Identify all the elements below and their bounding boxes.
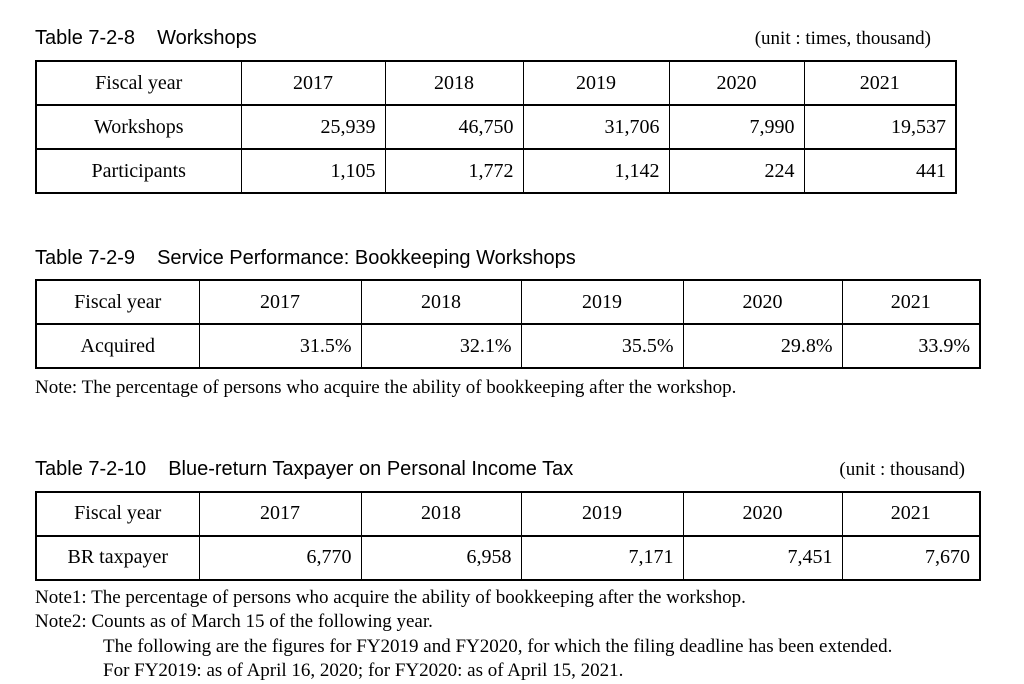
note-line: The following are the figures for FY2019… [103, 635, 893, 657]
table-row: Participants 1,105 1,772 1,142 224 441 [35, 148, 957, 194]
notes-block: Note1: The percentage of persons who acq… [35, 586, 1024, 684]
col-header-cell: 2019 [522, 60, 670, 106]
col-header-cell: Fiscal year [35, 490, 200, 537]
col-header-cell: 2018 [384, 60, 524, 106]
table-number-label: Table 7-2-9 [35, 247, 136, 269]
col-header-cell: 2020 [668, 60, 805, 106]
value-cell: 19,537 [803, 104, 957, 150]
table-row: Acquired 31.5% 32.1% 35.5% 29.8% 33.9% [35, 323, 981, 369]
table-header-row: Fiscal year 2017 2018 2019 2020 2021 [35, 490, 981, 537]
table-block-bookkeeping: Table 7-2-9 Service Performance: Bookkee… [35, 246, 1024, 401]
bookkeeping-table: Fiscal year 2017 2018 2019 2020 2021 Acq… [35, 279, 981, 369]
table-title: Workshops [157, 27, 257, 49]
col-header-cell: 2018 [360, 279, 522, 325]
value-cell: 35.5% [520, 323, 684, 369]
value-cell: 6,958 [360, 534, 522, 581]
table-block-workshops: Table 7-2-8 Workshops (unit : times, tho… [35, 26, 1024, 194]
note-line: Note1: The percentage of persons who acq… [35, 586, 746, 608]
col-header-cell: 2017 [198, 279, 362, 325]
col-header-cell: 2017 [240, 60, 386, 106]
value-cell: 7,171 [520, 534, 684, 581]
table-caption: Table 7-2-10 Blue-return Taxpayer on Per… [35, 457, 981, 482]
value-cell: 31,706 [522, 104, 670, 150]
row-label-cell: Participants [35, 148, 242, 194]
value-cell: 31.5% [198, 323, 362, 369]
value-cell: 7,670 [841, 534, 981, 581]
unit-label: (unit : times, thousand) [754, 28, 931, 49]
table-row: Workshops 25,939 46,750 31,706 7,990 19,… [35, 104, 957, 150]
value-cell: 46,750 [384, 104, 524, 150]
row-label-cell: Acquired [35, 323, 200, 369]
table-title: Blue-return Taxpayer on Personal Income … [168, 457, 574, 480]
col-header-cell: 2018 [360, 490, 522, 537]
note-line: For FY2019: as of April 16, 2020; for FY… [103, 660, 624, 681]
value-cell: 441 [803, 148, 957, 194]
unit-label: (unit : thousand) [839, 458, 965, 480]
br-taxpayer-table: Fiscal year 2017 2018 2019 2020 2021 BR … [35, 490, 981, 581]
col-header-cell: 2020 [682, 279, 843, 325]
value-cell: 224 [668, 148, 805, 194]
col-header-cell: 2019 [520, 490, 684, 537]
col-header-cell: Fiscal year [35, 60, 242, 106]
table-block-br-taxpayer: Table 7-2-10 Blue-return Taxpayer on Per… [35, 457, 1024, 684]
value-cell: 1,772 [384, 148, 524, 194]
col-header-cell: Fiscal year [35, 279, 200, 325]
value-cell: 6,770 [198, 534, 362, 581]
col-header-cell: 2021 [803, 60, 957, 106]
row-label-cell: BR taxpayer [35, 534, 200, 581]
col-header-cell: 2017 [198, 490, 362, 537]
col-header-cell: 2021 [841, 279, 981, 325]
note-line: Note: The percentage of persons who acqu… [35, 377, 737, 398]
value-cell: 29.8% [682, 323, 843, 369]
col-header-cell: 2020 [682, 490, 843, 537]
value-cell: 33.9% [841, 323, 981, 369]
row-label-cell: Workshops [35, 104, 242, 150]
workshops-table: Fiscal year 2017 2018 2019 2020 2021 Wor… [35, 60, 957, 194]
table-header-row: Fiscal year 2017 2018 2019 2020 2021 [35, 279, 981, 325]
value-cell: 7,451 [682, 534, 843, 581]
note-line: Note2: Counts as of March 15 of the foll… [35, 611, 433, 632]
value-cell: 32.1% [360, 323, 522, 369]
table-number-label: Table 7-2-10 [35, 457, 147, 480]
table-number-label: Table 7-2-8 [35, 27, 136, 49]
value-cell: 1,105 [240, 148, 386, 194]
value-cell: 1,142 [522, 148, 670, 194]
value-cell: 7,990 [668, 104, 805, 150]
col-header-cell: 2019 [520, 279, 684, 325]
table-header-row: Fiscal year 2017 2018 2019 2020 2021 [35, 60, 957, 106]
table-caption: Table 7-2-9 Service Performance: Bookkee… [35, 246, 981, 270]
table-row: BR taxpayer 6,770 6,958 7,171 7,451 7,67… [35, 534, 981, 581]
value-cell: 25,939 [240, 104, 386, 150]
col-header-cell: 2021 [841, 490, 981, 537]
table-caption: Table 7-2-8 Workshops (unit : times, tho… [35, 26, 957, 51]
table-title: Service Performance: Bookkeeping Worksho… [157, 247, 576, 269]
